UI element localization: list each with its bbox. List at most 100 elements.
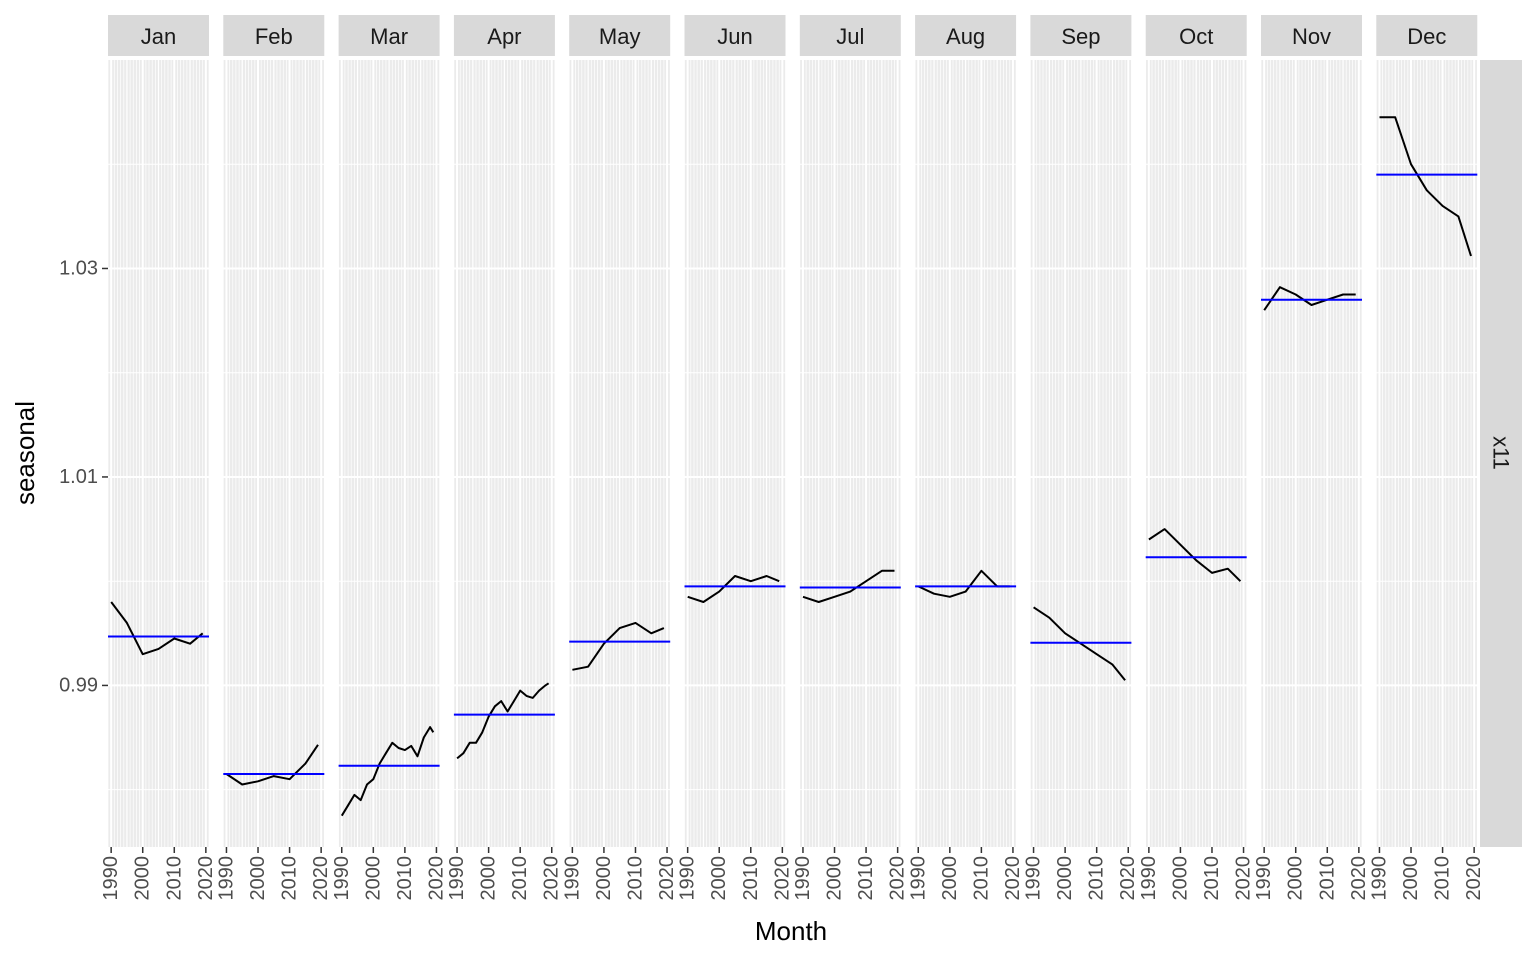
panel-sep: Sep 1990 2000 2010 2020 [1023,15,1139,901]
seasonal-line-oct [1148,528,1242,582]
x-tick-label: 1990 [677,856,699,901]
x-tick-label: 2000 [478,856,500,901]
panel-strip-label: May [599,24,641,49]
x-tick-label: 2020 [656,856,678,901]
x-tick-label: 1990 [331,856,353,901]
x-tick-label: 1990 [1138,856,1160,901]
panel-strip [684,15,786,56]
x-tick-label: 1990 [561,856,583,901]
panel-strip [1145,15,1247,56]
seasonal-line-apr [456,682,550,760]
x-tick-label: 1990 [446,856,468,901]
seasonal-line-jan [110,601,204,656]
x-tick-label: 1990 [1369,856,1391,901]
x-tick-label: 2010 [625,856,647,901]
x-tick-label: 2020 [425,856,447,901]
x-tick-label: 1990 [792,856,814,901]
seasonal-line-nov [1263,286,1356,311]
panel-feb: Feb 1990 2000 2010 2020 [216,15,332,901]
x-tick-label: 2000 [362,856,384,901]
y-tick-label: 1.03 [59,257,98,279]
x-tick-label: 2020 [1348,856,1370,901]
panel-strip-label: Nov [1292,24,1331,49]
x-axis-title: Month [755,916,827,946]
x-tick-label: 1990 [1253,856,1275,901]
panel-strip [223,15,325,56]
x-tick-label: 2010 [970,856,992,901]
seasonal-line-feb [225,744,319,786]
seasonal-line-dec [1379,116,1472,257]
seasonal-line-jul [802,569,895,603]
panel-strip [453,15,555,56]
facet-row-strip: x11 [1480,60,1522,847]
panel-strip [1030,15,1132,56]
seasonal-line-jun [687,575,780,603]
x-tick-label: 2010 [855,856,877,901]
x-tick-label: 2000 [132,856,154,901]
panel-strip-label: Apr [487,24,521,49]
facet-row-strip-bg [1480,60,1522,847]
panel-strip-label: Dec [1407,24,1446,49]
panel-strip-label: Feb [255,24,293,49]
panel-strip [1261,15,1362,56]
panel-strip-label: Sep [1061,24,1100,49]
panel-strip-label: Jul [836,24,864,49]
x-tick-label: 1990 [100,856,122,901]
panel-nov: Nov 1990 2000 2010 2020 [1253,15,1370,901]
seasonal-line-mar [340,726,435,817]
x-tick-label: 2010 [1432,856,1454,901]
x-tick-label: 2000 [708,856,730,901]
x-tick-label: 2010 [509,856,531,901]
x-tick-label: 2020 [1002,856,1024,901]
x-tick-label: 2010 [740,856,762,901]
y-tick-label: 0.99 [59,674,98,696]
panel-mar: Mar 1990 2000 2010 2020 [331,15,447,901]
y-axis-title: seasonal [10,401,40,505]
x-tick-label: 2010 [279,856,301,901]
panel-strip-label: Jan [141,24,176,49]
x-tick-label: 1990 [216,856,238,901]
panel-strip-label: Mar [370,24,408,49]
facet-row-label: x11 [1489,436,1514,470]
panel-strip [338,15,440,56]
y-tick-label: 1.01 [59,466,98,488]
x-tick-label: 2000 [824,856,846,901]
panel-jan: Jan 1990 2000 2010 2020 [100,15,217,901]
panel-dec: Dec 1990 2000 2010 2020 [1369,15,1485,901]
x-tick-label: 2010 [1086,856,1108,901]
y-axis: 0.99 1.01 1.03 [59,257,108,696]
x-tick-label: 2020 [1463,856,1485,901]
panel-strip [569,15,671,56]
x-tick-label: 2020 [887,856,909,901]
x-tick-label: 2000 [1285,856,1307,901]
x-tick-label: 2010 [394,856,416,901]
x-tick-label: 1990 [907,856,929,901]
x-tick-label: 2000 [939,856,961,901]
x-tick-label: 2010 [1316,856,1338,901]
x-tick-label: 2020 [541,856,563,901]
panel-jun: Jun 1990 2000 2010 2020 [677,15,793,901]
x-tick-label: 2000 [1054,856,1076,901]
panel-strip-label: Aug [946,24,985,49]
panel-aug: Aug 1990 2000 2010 2020 [907,15,1024,901]
seasonal-line-may [572,621,665,671]
x-tick-label: 2000 [1400,856,1422,901]
x-tick-label: 2020 [771,856,793,901]
x-tick-label: 2020 [310,856,332,901]
panel-may: May 1990 2000 2010 2020 [561,15,678,901]
x-tick-label: 2010 [163,856,185,901]
x-tick-label: 2010 [1201,856,1223,901]
panel-oct: Oct 1990 2000 2010 2020 [1138,15,1255,901]
x-tick-label: 2020 [195,856,217,901]
x-tick-label: 2020 [1117,856,1139,901]
panel-apr: Apr 1990 2000 2010 2020 [446,15,563,901]
panel-jul: Jul 1990 2000 2010 2020 [792,15,909,901]
panel-strip [108,15,209,56]
x-tick-label: 2020 [1233,856,1255,901]
panel-strip [799,15,901,56]
x-tick-label: 2000 [247,856,269,901]
panel-strip [1376,15,1478,56]
x-tick-label: 2000 [593,856,615,901]
